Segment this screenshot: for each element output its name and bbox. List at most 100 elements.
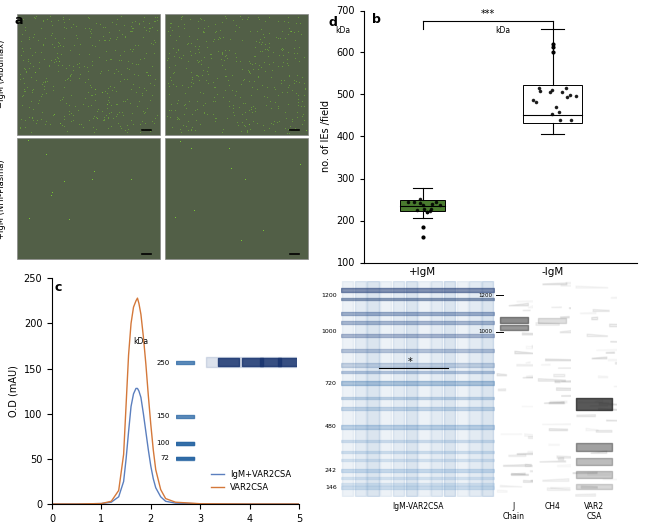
Point: [122, 64, 133, 72]
Point: [133, 60, 143, 68]
Point: [170, 60, 181, 69]
Point: [125, 175, 136, 184]
Point: [257, 47, 268, 56]
Point: [277, 27, 287, 35]
Point: [220, 51, 230, 60]
Point: [92, 107, 103, 116]
Point: [179, 110, 189, 118]
Point: [256, 62, 266, 71]
Point: [294, 78, 304, 86]
Point: [267, 66, 278, 75]
Point: [112, 119, 123, 127]
Point: [562, 93, 572, 101]
Point: [229, 110, 240, 119]
Point: [571, 91, 581, 100]
Point: [209, 35, 219, 43]
Point: [283, 125, 293, 133]
Point: [205, 50, 216, 58]
Point: [280, 108, 291, 116]
Point: [88, 114, 98, 122]
Point: [109, 46, 120, 55]
Point: [260, 17, 270, 26]
Point: [295, 160, 306, 168]
Point: [113, 26, 124, 35]
Point: [38, 82, 49, 90]
Point: [283, 70, 294, 79]
Point: [270, 85, 280, 93]
VAR2CSA: [122, 402, 130, 408]
Point: [287, 117, 297, 125]
Point: [136, 88, 147, 97]
Point: [96, 66, 106, 75]
Point: [195, 120, 205, 128]
Point: [122, 95, 132, 103]
IgM+VAR2CSA: [73, 501, 81, 507]
Point: [202, 67, 213, 76]
Point: [264, 123, 274, 132]
Point: [62, 74, 73, 82]
Point: [202, 43, 212, 51]
Point: [198, 66, 208, 74]
Point: [289, 78, 300, 87]
Point: [294, 57, 304, 65]
Point: [47, 81, 58, 90]
Point: [214, 34, 225, 43]
Point: [233, 121, 243, 129]
Point: [231, 20, 242, 29]
Point: [31, 119, 41, 128]
Point: [45, 120, 55, 128]
Point: [72, 60, 82, 68]
Point: [209, 82, 220, 91]
Point: [120, 126, 131, 134]
Point: [199, 109, 209, 118]
Point: [560, 83, 571, 92]
Point: [66, 69, 76, 78]
Point: [75, 120, 86, 128]
Point: [194, 42, 204, 50]
Point: [186, 125, 196, 134]
Point: [166, 19, 176, 27]
Y-axis label: O.D (mAU): O.D (mAU): [8, 365, 18, 417]
Point: [164, 106, 174, 114]
Point: [30, 68, 40, 76]
Point: [89, 89, 99, 98]
Point: [18, 91, 29, 99]
Point: [136, 126, 146, 134]
Point: [422, 207, 432, 216]
Point: [111, 100, 122, 109]
Point: [220, 14, 231, 23]
Point: [125, 27, 135, 36]
Point: [40, 76, 50, 85]
Point: [90, 85, 101, 93]
Point: [66, 117, 77, 125]
Point: [150, 114, 160, 122]
Point: [289, 27, 299, 36]
Point: [276, 79, 286, 88]
IgM+VAR2CSA: [122, 456, 130, 462]
Point: [33, 58, 44, 66]
Point: [127, 17, 137, 26]
VAR2CSA: [144, 393, 152, 399]
Point: [125, 99, 135, 108]
Text: 100: 100: [156, 440, 170, 446]
Point: [178, 50, 188, 59]
Text: 1000: 1000: [321, 330, 337, 334]
Point: [28, 116, 38, 124]
Point: [183, 39, 193, 47]
VAR2CSA: [295, 501, 303, 507]
VAR2CSA: [150, 447, 157, 453]
Point: [196, 56, 206, 64]
Point: [27, 88, 37, 96]
Point: [143, 71, 153, 79]
Point: [147, 23, 157, 31]
Point: [258, 125, 268, 134]
Point: [102, 113, 112, 121]
Point: [139, 54, 150, 62]
Point: [85, 27, 96, 36]
Point: [72, 34, 83, 42]
Point: [293, 91, 304, 99]
Point: [190, 48, 200, 57]
Point: [103, 109, 114, 118]
Point: [93, 104, 103, 113]
Point: [197, 70, 207, 79]
